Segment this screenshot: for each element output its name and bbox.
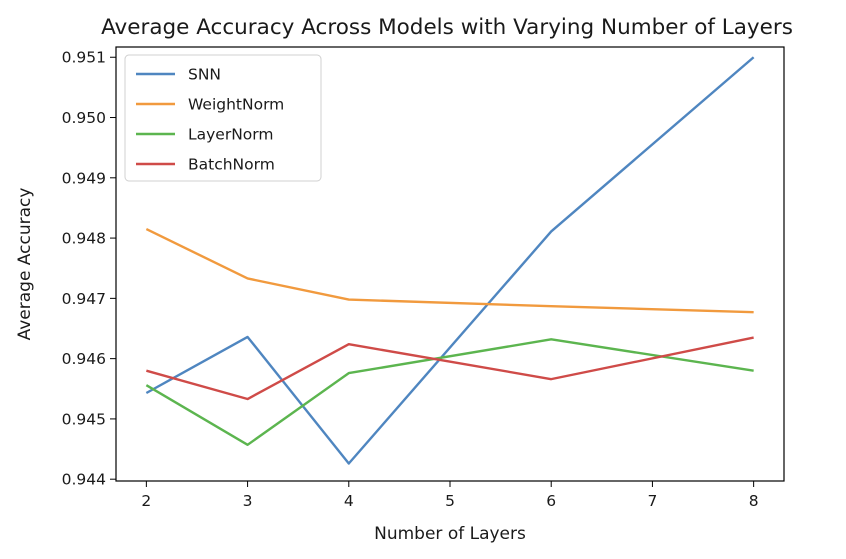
series-line-layernorm: [145, 338, 754, 447]
series-line-batchnorm: [146, 336, 754, 401]
legend-box: [124, 54, 322, 182]
y-tick-label: 0.950: [62, 109, 106, 127]
legend: SNN WeightNorm LayerNorm BatchNorm: [124, 54, 322, 182]
y-tick-label: 0.945: [62, 410, 106, 428]
series-line-weightnorm: [145, 227, 754, 314]
x-tick-label: 8: [749, 492, 759, 510]
x-tick-label: 7: [647, 492, 657, 510]
x-tick-label: 6: [546, 492, 556, 510]
legend-label: BatchNorm: [188, 156, 275, 174]
y-tick-label: 0.944: [62, 471, 106, 489]
y-tick-label: 0.947: [62, 290, 106, 308]
x-tick-label: 3: [243, 492, 253, 510]
y-tick-label: 0.948: [62, 230, 106, 248]
series-line-snn: [145, 56, 755, 465]
x-tick-label: 4: [344, 492, 354, 510]
x-tick-label: 2: [141, 492, 151, 510]
plot-area: [145, 56, 755, 465]
y-axis-label: Average Accuracy: [15, 188, 35, 341]
x-axis-label: Number of Layers: [374, 524, 526, 544]
x-tick-label: 5: [445, 492, 455, 510]
y-tick-label: 0.949: [62, 169, 106, 187]
legend-label: LayerNorm: [188, 126, 274, 144]
legend-label: WeightNorm: [188, 96, 284, 114]
y-tick-label: 0.951: [62, 49, 106, 67]
chart-title: Average Accuracy Across Models with Vary…: [101, 15, 793, 40]
y-axis: 0.944 0.945 0.946 0.947 0.948 0.949 0.950 0.951: [62, 49, 116, 489]
x-axis: 2 3 4 5 6 7 8: [141, 481, 759, 510]
legend-label: SNN: [188, 66, 221, 84]
y-tick-label: 0.946: [62, 350, 106, 368]
